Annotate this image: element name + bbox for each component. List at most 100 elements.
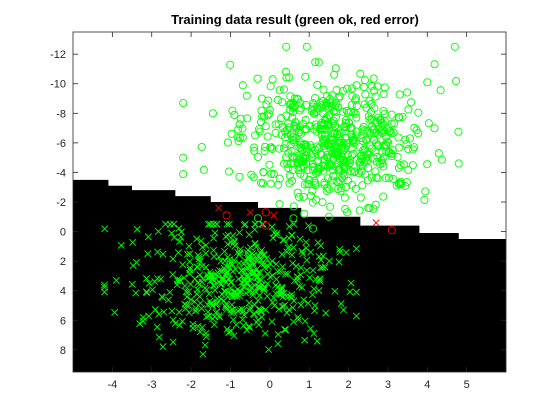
- series-2-point: [249, 255, 257, 263]
- series-2-point: [151, 306, 159, 314]
- series-2-point: [251, 240, 259, 248]
- series-1-point: [286, 100, 295, 109]
- series-2-point: [117, 241, 125, 249]
- error-point: [261, 208, 270, 217]
- series-1-point: [236, 114, 245, 123]
- series-2-point: [342, 248, 350, 256]
- series-1-point: [260, 142, 270, 151]
- y-tick-label: -12: [50, 49, 66, 61]
- series-1-point: [369, 154, 378, 163]
- y-tick-label: -4: [56, 167, 66, 179]
- series-2-point: [294, 313, 302, 321]
- series-1-point: [302, 42, 311, 51]
- series-2-point: [297, 271, 305, 279]
- series-2-point: [202, 263, 210, 271]
- series-1-point: [320, 178, 329, 187]
- series-2-point: [251, 226, 259, 234]
- series-1-point: [322, 186, 331, 196]
- series-2-point: [198, 243, 206, 251]
- series-1-point: [333, 151, 342, 160]
- series-2-point: [100, 281, 109, 289]
- series-1-point: [407, 98, 416, 107]
- series-2-point: [187, 296, 195, 304]
- series-1-point: [334, 93, 343, 103]
- series-1-point: [402, 178, 411, 187]
- series-2-point: [101, 225, 109, 233]
- series-1-point: [390, 119, 399, 128]
- series-2-point: [297, 301, 305, 309]
- series-1-point: [310, 125, 319, 134]
- series-1-point: [311, 181, 320, 190]
- series-2-point: [186, 258, 194, 266]
- series-2-point: [301, 317, 309, 325]
- series-2-point: [256, 306, 264, 314]
- series-2-point: [258, 313, 266, 321]
- series-1-point: [321, 125, 330, 134]
- series-2-point: [154, 248, 162, 256]
- chart-title: Training data result (green ok, red erro…: [171, 12, 419, 27]
- series-1-point: [371, 92, 380, 101]
- series-2-point: [252, 274, 260, 282]
- series-2-point: [290, 220, 298, 228]
- series-2-point: [292, 262, 300, 270]
- series-1-point: [288, 113, 297, 122]
- series-2-point: [304, 299, 312, 307]
- series-2-point: [207, 272, 215, 280]
- series-1-point: [373, 82, 382, 91]
- series-1-point: [349, 168, 358, 177]
- series-2-point: [270, 229, 278, 237]
- series-2-point: [196, 299, 204, 307]
- series-1-point: [379, 192, 388, 201]
- series-2-point: [171, 319, 179, 327]
- series-2-point: [317, 256, 325, 264]
- series-2-point: [296, 235, 304, 243]
- series-2-point: [218, 267, 226, 275]
- series-2-point: [211, 229, 219, 237]
- series-1-point: [286, 92, 295, 101]
- series-1-point: [402, 140, 411, 149]
- series-1-point: [297, 158, 306, 167]
- series-1-point: [279, 144, 288, 153]
- series-2-point: [169, 271, 177, 279]
- series-2-point: [246, 287, 254, 295]
- series-2-point: [176, 321, 184, 329]
- series-1-point: [282, 73, 291, 82]
- series-2-point: [159, 294, 167, 302]
- series-2-point: [263, 292, 271, 300]
- series-2-point: [198, 323, 206, 331]
- series-2-point: [129, 238, 137, 246]
- series-2-point: [290, 277, 298, 285]
- series-2-point: [282, 326, 290, 334]
- series-1-point: [352, 102, 361, 111]
- series-2-point: [302, 238, 310, 246]
- series-2-point: [352, 245, 360, 253]
- series-2-point: [185, 288, 193, 296]
- series-1-point: [295, 138, 305, 147]
- series-2-point: [157, 275, 165, 283]
- series-2-point: [225, 263, 233, 271]
- series-1-point: [351, 184, 360, 193]
- series-2-point: [284, 270, 292, 278]
- series-1-point: [384, 173, 393, 182]
- series-2-point: [174, 248, 182, 257]
- series-2-point: [176, 237, 184, 245]
- y-tick-label: 2: [60, 256, 66, 268]
- series-2-point: [229, 261, 237, 269]
- series-1-point: [275, 86, 284, 95]
- series-2-point: [260, 251, 268, 259]
- series-2-point: [277, 289, 285, 297]
- series-1-point: [179, 169, 188, 179]
- series-2-point: [193, 285, 201, 294]
- series-2-point: [210, 321, 218, 329]
- series-1-point: [424, 119, 433, 128]
- series-1-point: [336, 176, 345, 185]
- series-2-point: [211, 286, 219, 294]
- series-2-point: [300, 296, 308, 304]
- series-2-point: [245, 322, 253, 330]
- series-1-point: [268, 144, 277, 153]
- series-1-point: [334, 166, 343, 175]
- series-1-point: [300, 180, 309, 189]
- series-2-point: [288, 294, 296, 302]
- series-1-point: [396, 177, 405, 186]
- series-2-point: [236, 245, 244, 253]
